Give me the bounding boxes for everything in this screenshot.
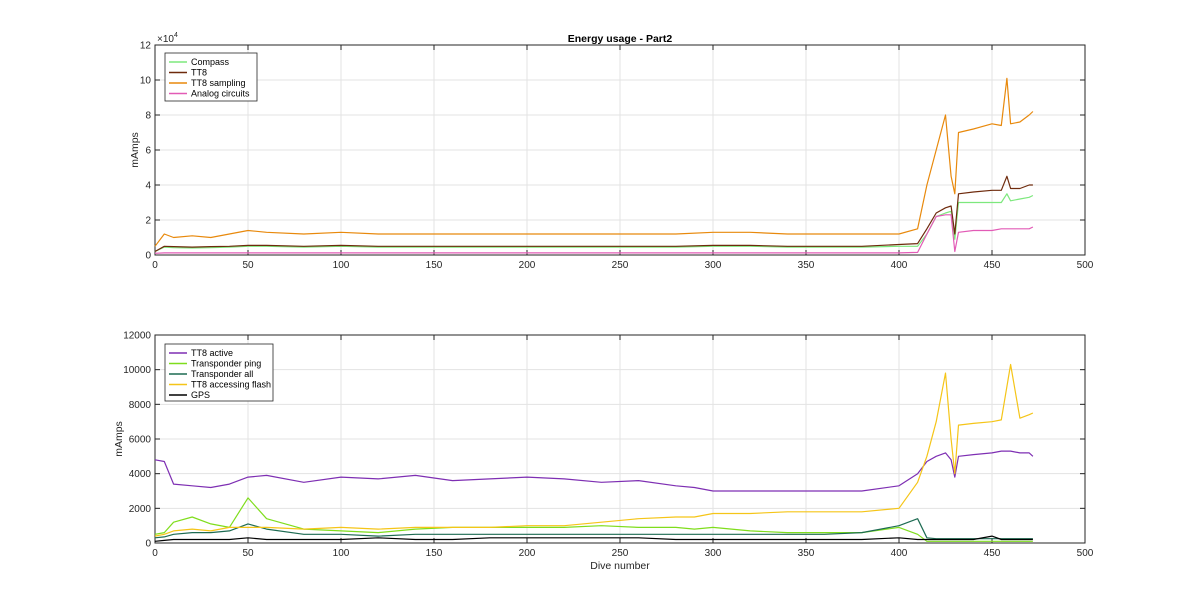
y-exponent-base: ×10 (157, 34, 174, 45)
y-tick-label: 4000 (129, 469, 152, 480)
series-group (154, 77, 1034, 254)
series-line-5 (154, 535, 1033, 542)
legend-entry: GPS (191, 390, 210, 400)
y-tick-label: 2 (145, 216, 151, 227)
legend-entry: Transponder ping (191, 359, 261, 369)
x-tick-label: 50 (242, 260, 254, 271)
chart-2: 0 50 100 150 200 250 300 350 400 450 500 0 2000 4000 6… (113, 331, 1094, 573)
y-tick-label: 8 (145, 111, 151, 122)
x-tick-label: 50 (242, 548, 254, 559)
y-tick-label: 10 (140, 76, 152, 87)
x-tick-label: 450 (984, 548, 1001, 559)
legend-entry: Transponder all (191, 369, 253, 379)
legend-entry: TT8 active (191, 348, 233, 358)
x-tick-label: 450 (984, 260, 1001, 271)
y-tick-label: 10000 (123, 365, 151, 376)
y-tick-label: 6000 (129, 435, 152, 446)
x-tick-label: 200 (519, 260, 536, 271)
series-group (154, 363, 1034, 542)
x-tick-label: 400 (891, 260, 908, 271)
chart-1: 0 50 100 150 200 250 300 350 400 450 500 0 2 4 6 8 10 12 ×… (129, 32, 1094, 271)
x-tick-label: 0 (152, 260, 158, 271)
series-line-3 (154, 77, 1034, 247)
legend-entry: TT8 (191, 68, 207, 78)
x-tick-label: 0 (152, 548, 158, 559)
gridlines (154, 334, 1086, 544)
y-tick-label: 0 (145, 539, 151, 550)
y-axis-label: mAmps (113, 421, 125, 457)
series-line-3 (154, 518, 1033, 540)
x-tick-label: 100 (333, 548, 350, 559)
x-tick-label: 400 (891, 548, 908, 559)
axis-ticks: 0 50 100 150 200 250 300 350 400 450 500 0 2000 4000 6… (123, 331, 1094, 560)
legend-entry: Analog circuits (191, 89, 250, 99)
x-tick-label: 300 (705, 548, 722, 559)
x-tick-label: 300 (705, 260, 722, 271)
y-exponent-power: 4 (174, 32, 178, 39)
series-line-4 (154, 214, 1034, 254)
x-tick-label: 150 (426, 548, 443, 559)
x-tick-label: 250 (612, 548, 629, 559)
y-tick-label: 12000 (123, 331, 151, 342)
series-line-2 (154, 497, 1033, 542)
y-tick-label: 8000 (129, 400, 152, 411)
y-tick-label: 4 (145, 181, 151, 192)
x-tick-label: 200 (519, 548, 536, 559)
legend-entry: Compass (191, 57, 230, 67)
legend-entry: TT8 sampling (191, 78, 246, 88)
y-tick-label: 12 (140, 41, 152, 52)
y-tick-label: 0 (145, 251, 151, 262)
x-tick-label: 100 (333, 260, 350, 271)
x-tick-label: 350 (798, 260, 815, 271)
series-line-1 (154, 450, 1034, 492)
y-tick-label: 2000 (129, 504, 152, 515)
series-line-4 (154, 363, 1034, 537)
chart-title: Energy usage - Part2 (568, 33, 673, 45)
series-line-1 (154, 193, 1034, 253)
x-tick-label: 500 (1077, 548, 1094, 559)
x-tick-label: 500 (1077, 260, 1094, 271)
gridlines (154, 44, 1086, 256)
x-tick-label: 150 (426, 260, 443, 271)
y-axis-label: mAmps (129, 132, 141, 168)
y-exponent-label: ×104 (157, 32, 178, 45)
axis-ticks: 0 50 100 150 200 250 300 350 400 450 500 0 2 4 6 8 10 12 (140, 41, 1094, 272)
y-tick-label: 6 (145, 146, 151, 157)
x-tick-label: 250 (612, 260, 629, 271)
x-tick-label: 350 (798, 548, 815, 559)
x-axis-label: Dive number (590, 560, 650, 572)
series-line-2 (154, 175, 1033, 253)
legend-entry: TT8 accessing flash (191, 380, 271, 390)
